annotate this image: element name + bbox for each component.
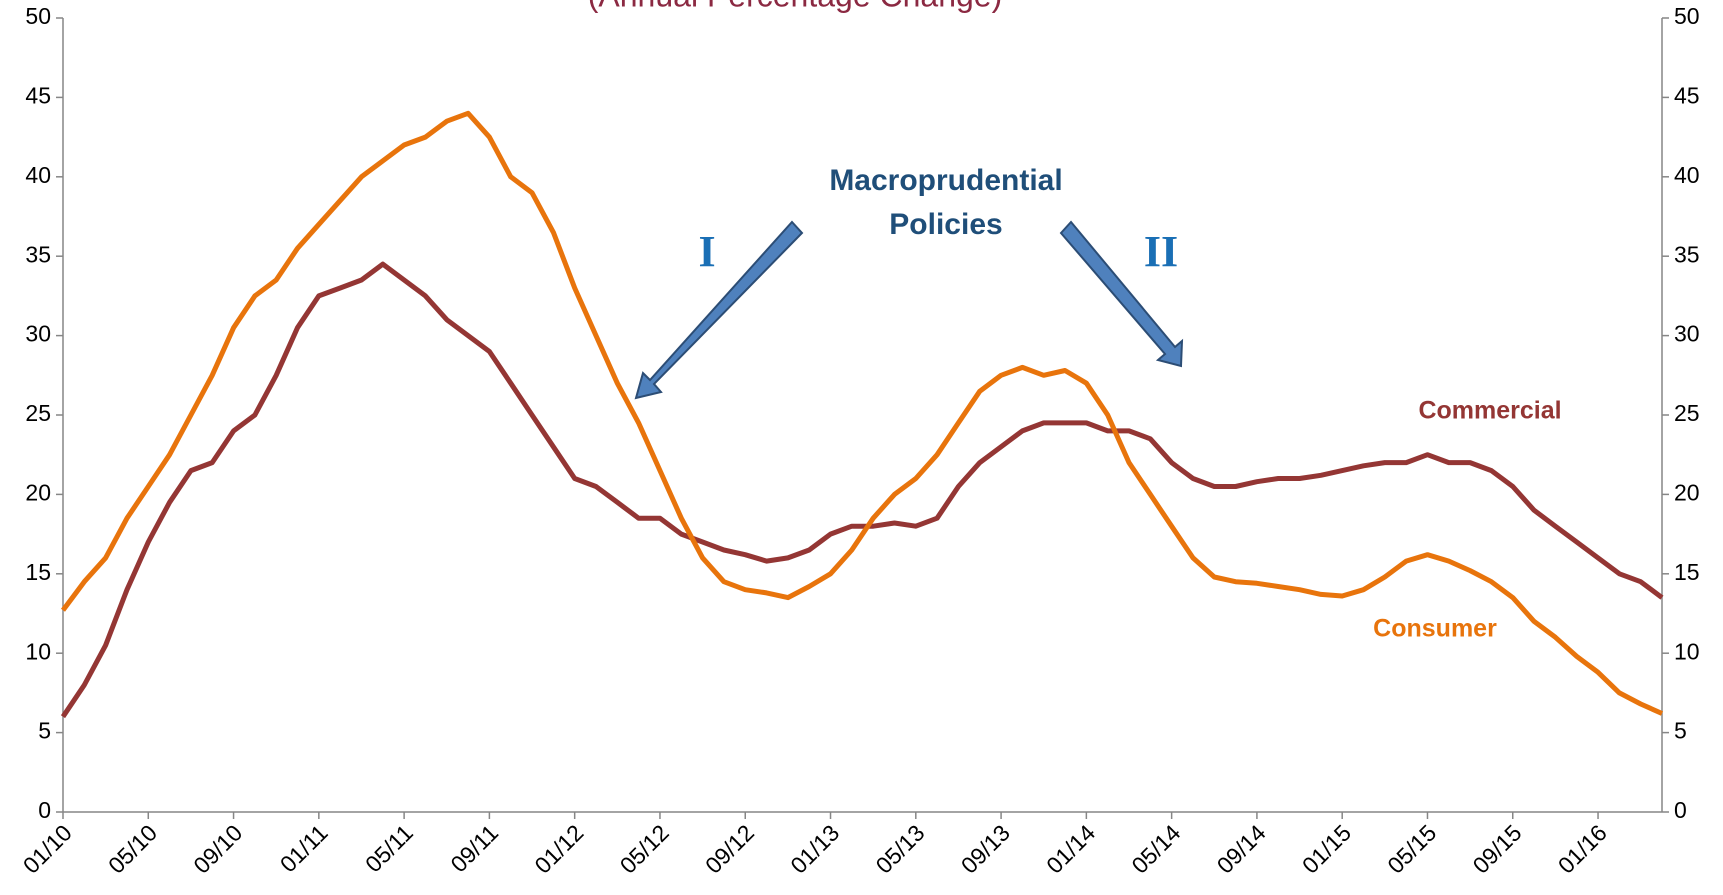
y-tick-label: 20 xyxy=(25,479,51,505)
y2-tick-label: 15 xyxy=(1674,559,1700,585)
x-tick-label: 05/14 xyxy=(1126,819,1185,878)
y-tick-label: 15 xyxy=(25,559,51,585)
x-tick-label: 09/12 xyxy=(700,819,759,878)
x-tick-label: 01/13 xyxy=(785,819,844,878)
y2-tick-label: 40 xyxy=(1674,162,1700,188)
series-label: Consumer xyxy=(1373,615,1497,643)
y2-tick-label: 25 xyxy=(1674,400,1700,426)
x-tick-label: 05/13 xyxy=(871,819,930,878)
y2-tick-label: 45 xyxy=(1674,82,1700,108)
y-tick-label: 25 xyxy=(25,400,51,426)
y-tick-label: 40 xyxy=(25,162,51,188)
y2-tick-label: 20 xyxy=(1674,479,1700,505)
x-tick-label: 05/12 xyxy=(615,819,674,878)
y2-tick-label: 10 xyxy=(1674,638,1700,664)
y-tick-label: 50 xyxy=(25,3,51,29)
series-line xyxy=(60,110,1664,716)
y2-tick-label: 0 xyxy=(1674,797,1687,823)
x-tick-label: 05/11 xyxy=(360,819,418,877)
y2-tick-label: 35 xyxy=(1674,241,1700,267)
x-tick-label: 01/11 xyxy=(275,819,333,877)
x-tick-label: 01/10 xyxy=(18,819,77,878)
y-tick-label: 0 xyxy=(38,797,51,823)
x-tick-label: 09/11 xyxy=(445,819,503,877)
annotation: Policies xyxy=(889,208,1002,241)
x-tick-label: 09/13 xyxy=(956,819,1015,878)
annotation: II xyxy=(1144,227,1178,276)
chart-title: (Annual Percentage Change) xyxy=(588,0,1003,13)
annotation: I xyxy=(698,227,715,276)
y2-tick-label: 50 xyxy=(1674,3,1700,29)
x-tick-label: 09/14 xyxy=(1212,819,1271,878)
y-tick-label: 5 xyxy=(38,718,51,744)
x-tick-label: 09/10 xyxy=(188,819,247,878)
annotation: Macroprudential xyxy=(829,164,1062,197)
y-tick-label: 10 xyxy=(25,638,51,664)
x-tick-label: 01/15 xyxy=(1297,819,1356,878)
y-tick-label: 35 xyxy=(25,241,51,267)
y2-tick-label: 30 xyxy=(1674,321,1700,347)
y-tick-label: 30 xyxy=(25,321,51,347)
x-tick-label: 09/15 xyxy=(1468,819,1527,878)
x-tick-label: 01/16 xyxy=(1553,819,1612,878)
arrow xyxy=(634,220,804,400)
x-tick-label: 05/15 xyxy=(1382,819,1441,878)
x-tick-label: 01/12 xyxy=(529,819,588,878)
y-tick-label: 45 xyxy=(25,82,51,108)
arrow xyxy=(1059,220,1184,368)
x-tick-label: 05/10 xyxy=(103,819,162,878)
series-label: Commercial xyxy=(1418,397,1561,425)
series-line xyxy=(60,261,1664,719)
x-tick-label: 01/14 xyxy=(1041,819,1100,878)
y2-tick-label: 5 xyxy=(1674,718,1687,744)
